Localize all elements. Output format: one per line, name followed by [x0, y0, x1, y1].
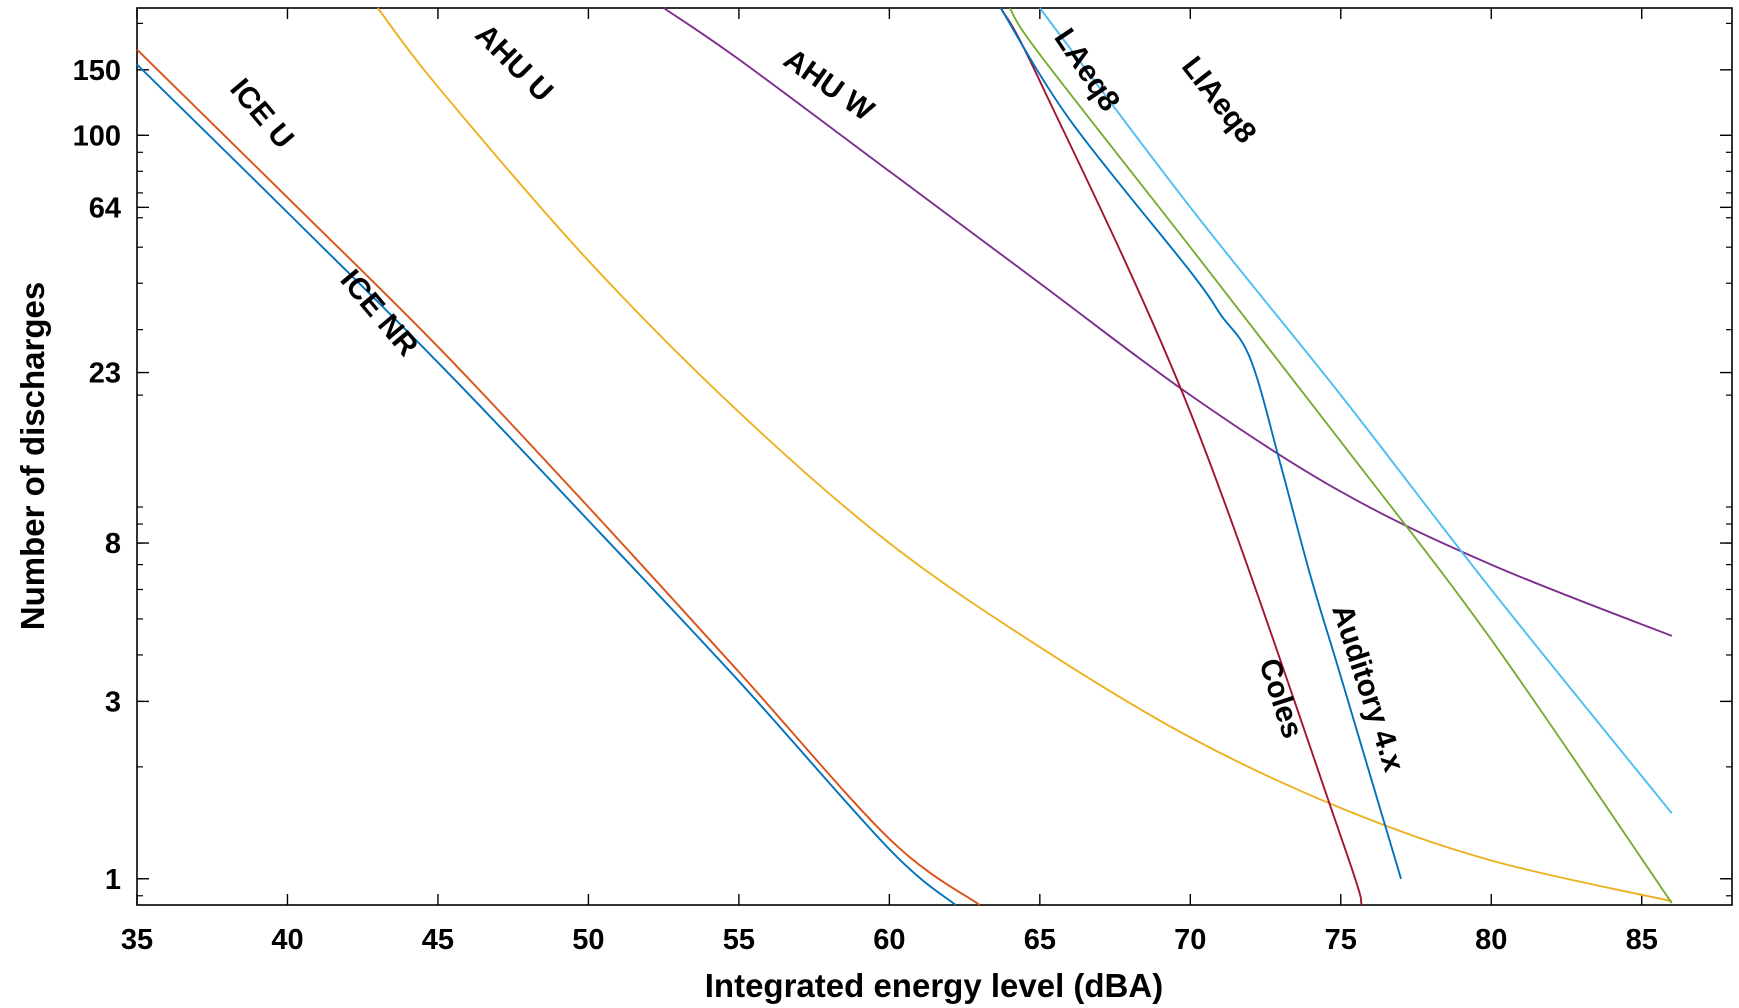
x-tick-label: 45	[422, 924, 454, 956]
x-tick-label: 65	[1024, 924, 1056, 956]
y-tick-label: 8	[105, 528, 121, 560]
y-tick-label: 23	[89, 358, 121, 390]
series-line-ahu-u	[377, 7, 1673, 903]
series-line-ice-nr	[136, 63, 957, 906]
series-lines	[136, 7, 1673, 906]
y-axis-title: Number of discharges	[14, 282, 51, 630]
x-tick-label: 75	[1325, 924, 1357, 956]
x-tick-label: 80	[1475, 924, 1507, 956]
series-line-liaeq8	[1039, 7, 1673, 814]
y-tick-label: 1	[105, 864, 121, 896]
series-line-coles	[999, 7, 1363, 906]
y-axis: 1 3 8 23 64 100 150	[73, 22, 1732, 897]
y-tick-label: 100	[73, 120, 121, 152]
x-tick-label: 40	[271, 924, 303, 956]
x-axis: 35 40 45 50 55 60 65 70 75 80 85	[121, 8, 1658, 956]
x-tick-label: 60	[873, 924, 905, 956]
series-line-ice-u	[136, 48, 981, 906]
x-tick-label: 55	[723, 924, 755, 956]
y-tick-label: 3	[105, 686, 121, 718]
y-tick-label: 64	[89, 192, 121, 224]
series-line-ahu-w	[663, 7, 1673, 637]
x-tick-label: 50	[572, 924, 604, 956]
x-tick-label: 70	[1174, 924, 1206, 956]
x-tick-label: 85	[1626, 924, 1658, 956]
series-line-laeq8	[1008, 7, 1673, 904]
x-tick-label: 35	[121, 924, 153, 956]
plot-area	[136, 7, 1733, 906]
x-axis-title: Integrated energy level (dBA)	[705, 967, 1163, 1004]
y-tick-label: 150	[73, 55, 121, 87]
series-line-auditory-4-x	[999, 7, 1402, 880]
